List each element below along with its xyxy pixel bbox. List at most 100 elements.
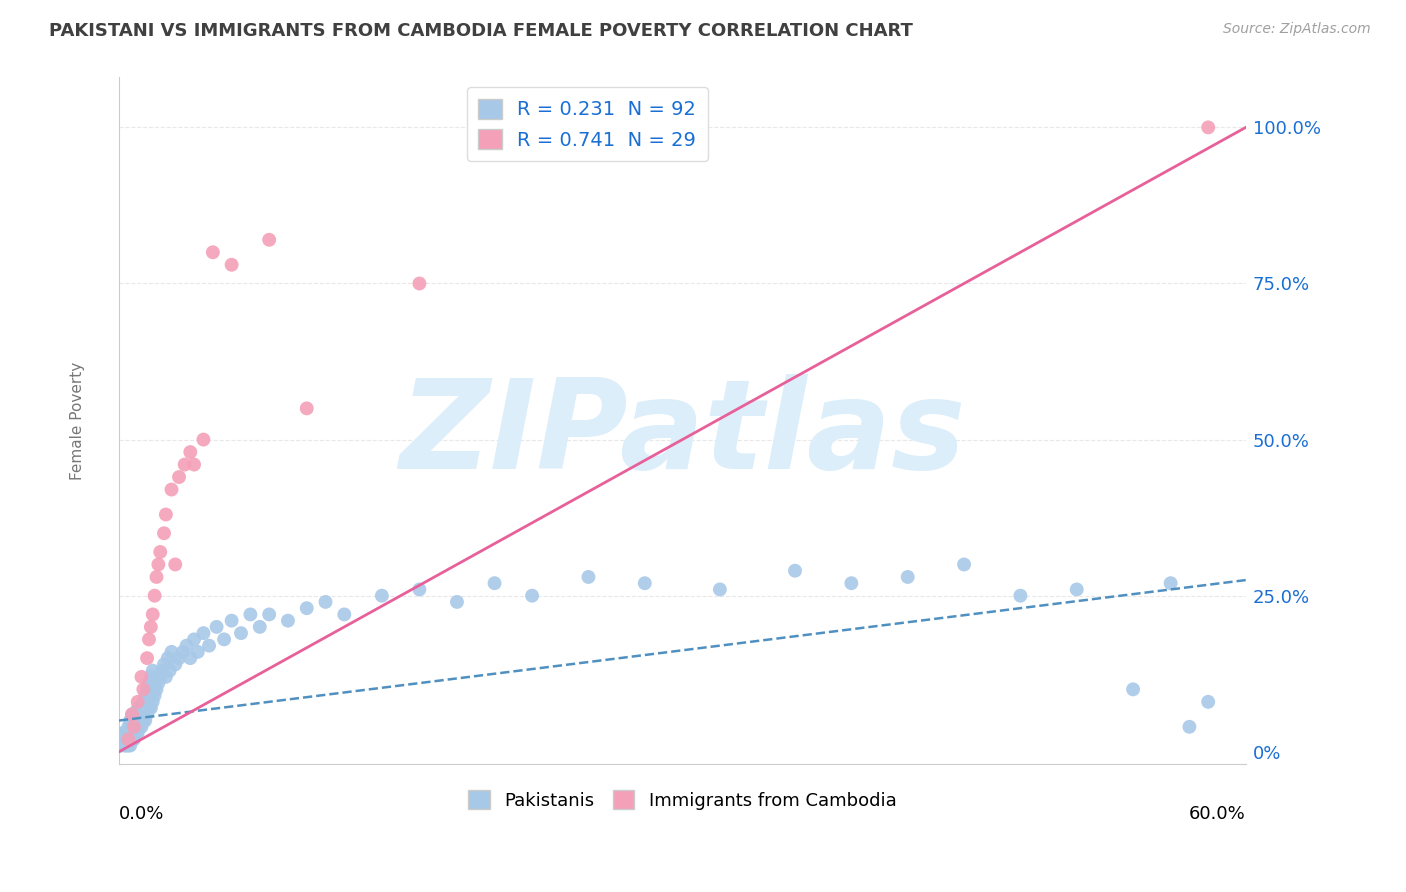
- Point: [117, 720, 139, 734]
- Point: [155, 670, 177, 684]
- Point: [143, 589, 166, 603]
- Point: [172, 645, 194, 659]
- Point: [121, 720, 143, 734]
- Point: [221, 258, 243, 272]
- Point: [1197, 120, 1219, 135]
- Point: [179, 651, 201, 665]
- Point: [148, 558, 170, 572]
- Point: [121, 707, 143, 722]
- Point: [114, 732, 136, 747]
- Point: [139, 701, 162, 715]
- Point: [110, 732, 132, 747]
- Point: [145, 570, 167, 584]
- Text: PAKISTANI VS IMMIGRANTS FROM CAMBODIA FEMALE POVERTY CORRELATION CHART: PAKISTANI VS IMMIGRANTS FROM CAMBODIA FE…: [49, 22, 912, 40]
- Point: [145, 682, 167, 697]
- Point: [1178, 720, 1201, 734]
- Point: [127, 714, 149, 728]
- Point: [167, 651, 190, 665]
- Point: [139, 620, 162, 634]
- Point: [115, 726, 138, 740]
- Point: [131, 701, 153, 715]
- Point: [125, 726, 148, 740]
- Point: [897, 570, 920, 584]
- Point: [709, 582, 731, 597]
- Point: [315, 595, 337, 609]
- Point: [138, 632, 160, 647]
- Point: [142, 607, 165, 622]
- Point: [131, 670, 153, 684]
- Point: [138, 676, 160, 690]
- Text: ZIPatlas: ZIPatlas: [399, 374, 966, 495]
- Point: [198, 639, 221, 653]
- Point: [155, 508, 177, 522]
- Point: [128, 707, 150, 722]
- Point: [295, 601, 318, 615]
- Point: [160, 483, 183, 497]
- Point: [841, 576, 863, 591]
- Point: [117, 739, 139, 753]
- Point: [122, 707, 145, 722]
- Point: [143, 689, 166, 703]
- Point: [295, 401, 318, 416]
- Point: [110, 739, 132, 753]
- Point: [371, 589, 394, 603]
- Point: [229, 626, 252, 640]
- Point: [179, 445, 201, 459]
- Point: [333, 607, 356, 622]
- Point: [408, 277, 430, 291]
- Point: [167, 470, 190, 484]
- Point: [120, 714, 142, 728]
- Point: [117, 732, 139, 747]
- Point: [121, 732, 143, 747]
- Point: [520, 589, 543, 603]
- Point: [173, 458, 195, 472]
- Legend: Pakistanis, Immigrants from Cambodia: Pakistanis, Immigrants from Cambodia: [461, 783, 904, 817]
- Point: [176, 639, 198, 653]
- Point: [142, 664, 165, 678]
- Point: [111, 732, 134, 747]
- Point: [132, 695, 155, 709]
- Point: [193, 433, 215, 447]
- Point: [142, 695, 165, 709]
- Point: [257, 607, 280, 622]
- Text: Female Poverty: Female Poverty: [70, 362, 86, 480]
- Point: [120, 739, 142, 753]
- Point: [484, 576, 506, 591]
- Point: [165, 558, 187, 572]
- Text: 0.0%: 0.0%: [120, 805, 165, 823]
- Point: [117, 732, 139, 747]
- Text: Source: ZipAtlas.com: Source: ZipAtlas.com: [1223, 22, 1371, 37]
- Point: [1197, 695, 1219, 709]
- Point: [136, 651, 159, 665]
- Point: [183, 458, 205, 472]
- Point: [153, 526, 176, 541]
- Text: 60.0%: 60.0%: [1189, 805, 1246, 823]
- Point: [1122, 682, 1144, 697]
- Point: [159, 664, 181, 678]
- Point: [114, 726, 136, 740]
- Point: [150, 664, 173, 678]
- Point: [115, 732, 138, 747]
- Point: [136, 707, 159, 722]
- Point: [148, 676, 170, 690]
- Point: [138, 701, 160, 715]
- Point: [783, 564, 806, 578]
- Point: [127, 726, 149, 740]
- Point: [578, 570, 600, 584]
- Point: [408, 582, 430, 597]
- Point: [131, 720, 153, 734]
- Point: [111, 726, 134, 740]
- Point: [201, 245, 224, 260]
- Point: [125, 714, 148, 728]
- Point: [139, 670, 162, 684]
- Point: [187, 645, 209, 659]
- Point: [1010, 589, 1032, 603]
- Point: [953, 558, 976, 572]
- Point: [127, 701, 149, 715]
- Point: [1066, 582, 1088, 597]
- Point: [156, 651, 179, 665]
- Point: [134, 689, 156, 703]
- Point: [132, 682, 155, 697]
- Point: [212, 632, 235, 647]
- Point: [136, 682, 159, 697]
